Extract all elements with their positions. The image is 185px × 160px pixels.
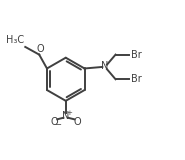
Text: Br: Br [131,50,142,60]
Text: O: O [74,117,81,127]
Text: H₃C: H₃C [6,35,24,45]
Text: N: N [101,61,108,71]
Text: O: O [50,117,58,127]
Text: O: O [36,44,44,54]
Text: Br: Br [131,74,142,84]
Text: +: + [66,110,72,116]
Text: −: − [54,120,61,129]
Text: N: N [62,111,69,121]
